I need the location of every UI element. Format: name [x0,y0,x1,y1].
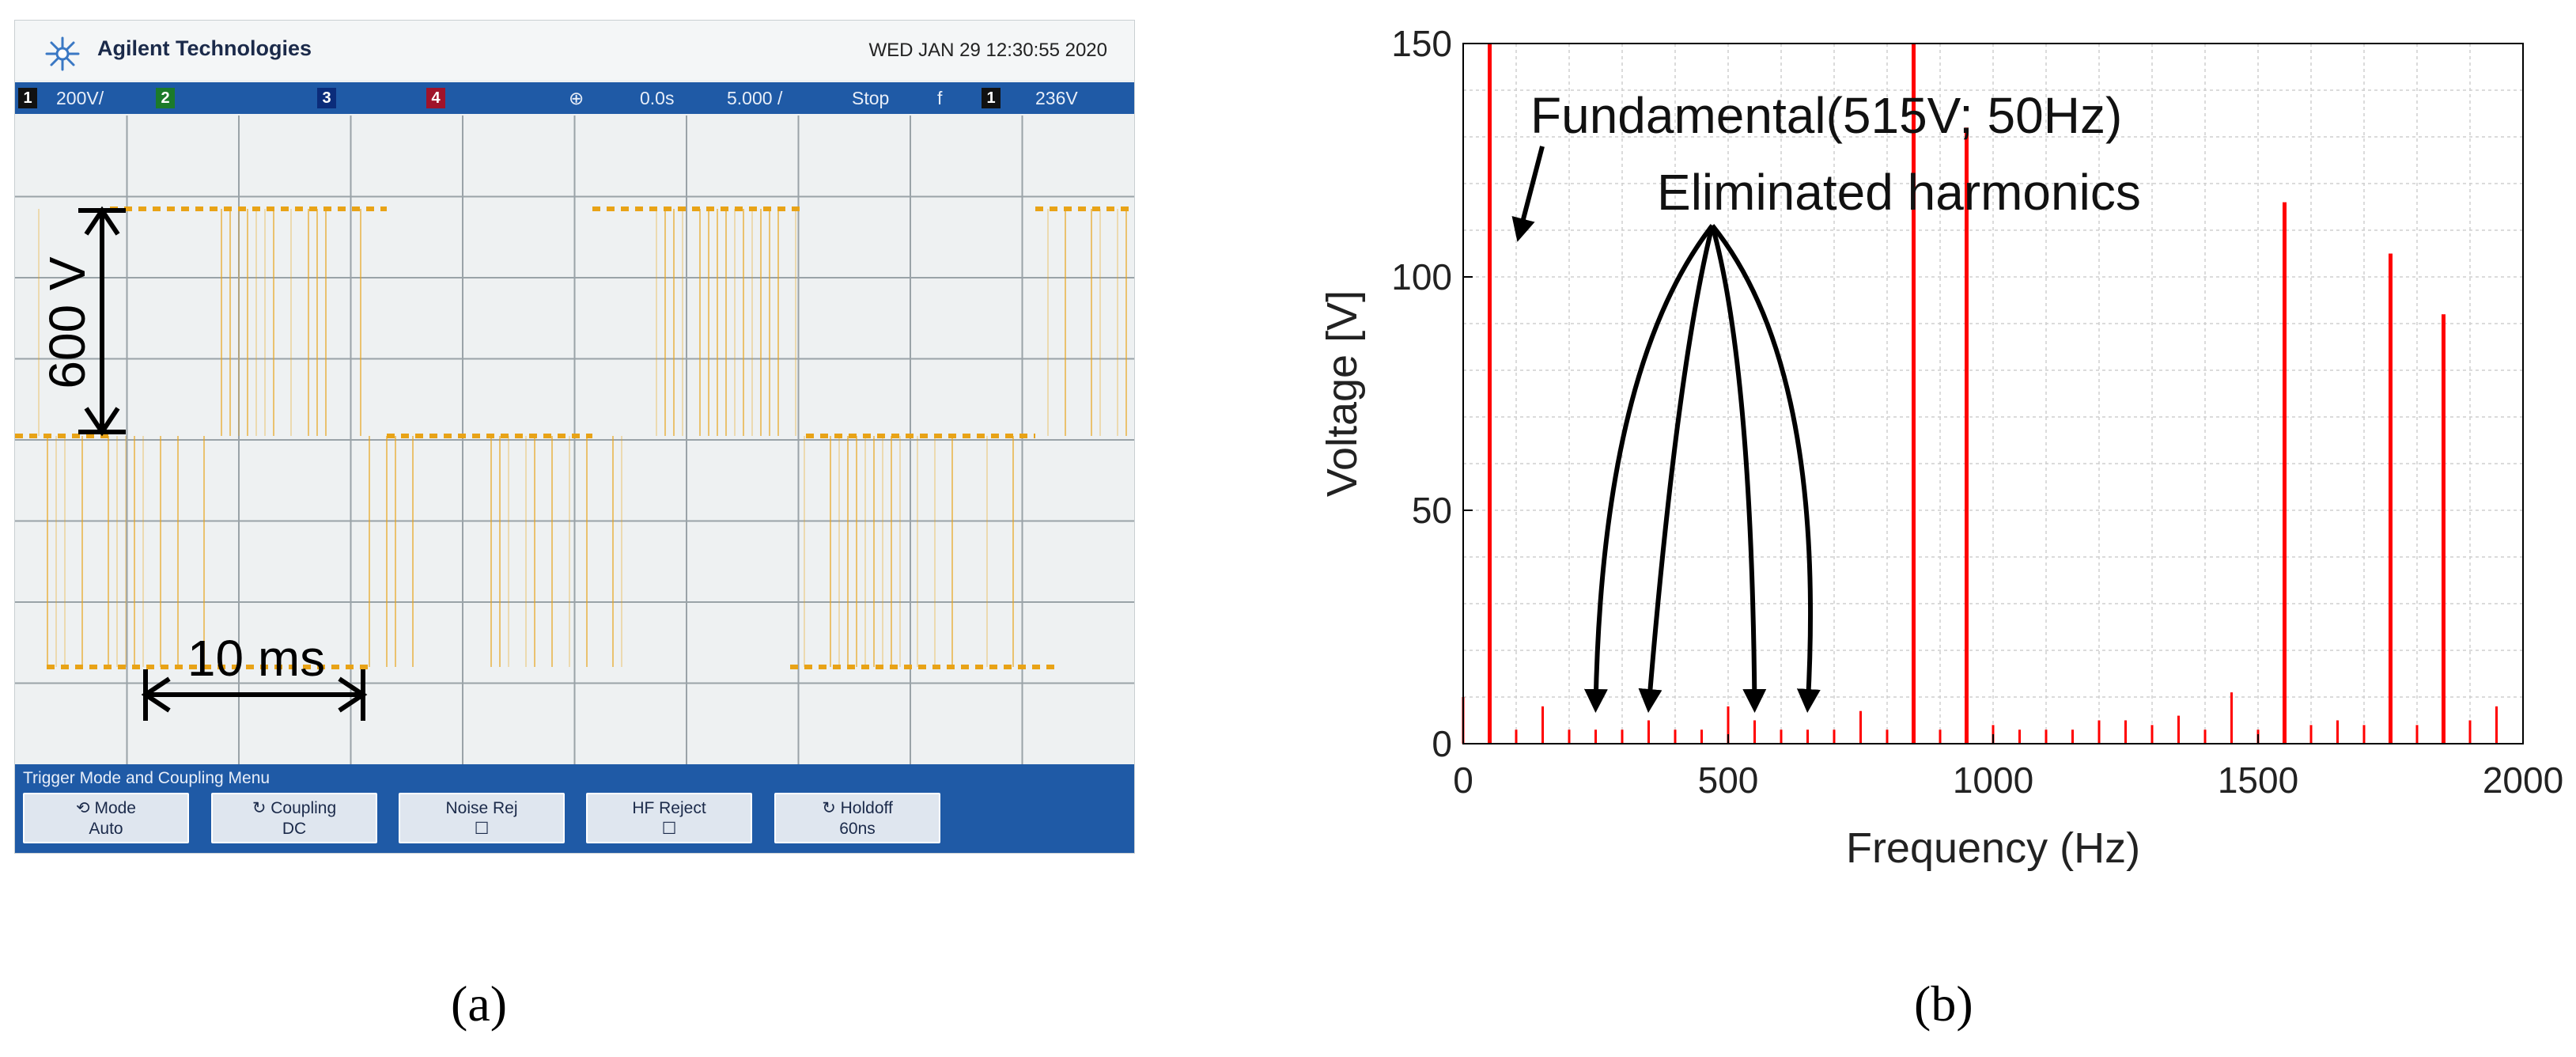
scope-header: Agilent Technologies WED JAN 29 12:30:55… [15,21,1134,80]
harmonic-spectrum-chart: 0 500 1000 1500 2000 0 50 100 150 Frequency (Hz)… [1318,23,2563,872]
delay-value: 0.0s [640,88,675,108]
channel-2-indicator[interactable]: 2 [156,88,175,108]
x-tick-label: 500 [1698,760,1759,801]
y-tick-label: 0 [1432,723,1452,764]
axis-ticks: 0 500 1000 1500 2000 0 50 100 150 [1391,23,2563,801]
eliminated-harmonic-arrow [1710,224,1821,713]
scope-datetime: WED JAN 29 12:30:55 2020 [868,40,1107,61]
scope-waveform-trace [15,206,1134,669]
channel-1-scale: 200V/ [56,88,104,108]
channel-4-indicator[interactable]: 4 [426,88,445,108]
mode-softkey[interactable]: ⟲ Mode Auto [23,793,189,843]
scope-annotations: 600 V 10 ms [39,206,368,721]
trigger-channel: 1 [982,88,1001,108]
x-tick-label: 1000 [1953,760,2033,801]
oscilloscope-screenshot: Agilent Technologies WED JAN 29 12:30:55… [14,20,1135,854]
mode-label: Mode [94,799,136,817]
hf-reject-checkbox: ☐ [661,820,677,838]
y-tick-label: 50 [1412,490,1452,531]
fundamental-annotation: Fundamental(515V; 50Hz) [1530,87,2122,144]
menu-title: Trigger Mode and Coupling Menu [23,769,270,787]
fundamental-arrow [1511,146,1545,242]
scope-waveform-display: 600 V 10 ms [15,116,1134,764]
x-tick-label: 0 [1453,760,1473,801]
x-tick-label: 2000 [2483,760,2563,801]
timebase-value: 5.000 / [727,88,783,108]
chart-grid [1462,43,2524,744]
y-tick-label: 150 [1391,23,1452,64]
eliminated-harmonic-arrow [1583,224,1715,713]
channel-1-indicator[interactable]: 1 [18,88,37,108]
rotate-icon: ↻ [252,799,271,817]
caption-b: (b) [1914,976,1973,1032]
hf-reject-softkey[interactable]: HF Reject ☐ [586,793,752,843]
x-tick-label: 1500 [2218,760,2298,801]
y-axis-label: Voltage [V] [1318,290,1366,497]
rotate-icon: ↻ [822,799,841,817]
chart-bars [1462,44,2498,744]
chart-annotations: Fundamental(515V; 50Hz) Eliminated harmon… [1511,87,2141,713]
hf-reject-label: HF Reject [632,799,706,817]
holdoff-value: 60ns [839,820,876,838]
run-state: Stop [852,88,890,108]
mode-value: Auto [89,820,123,838]
y-tick-label: 100 [1391,256,1452,297]
coupling-label: Coupling [270,799,337,817]
trigger-slope: f [937,88,943,108]
holdoff-label: Holdoff [840,799,893,817]
period-label: 10 ms [187,630,325,687]
noise-reject-softkey[interactable]: Noise Rej ☐ [399,793,565,843]
coupling-softkey[interactable]: ↻ Coupling DC [211,793,377,843]
mode-icon: ⟲ [76,799,95,817]
eliminated-harmonic-arrow [1638,225,1715,713]
agilent-logo-icon [45,36,80,71]
trigger-position-icon: ⊕ [569,88,584,108]
trigger-menu-bar: Trigger Mode and Coupling Menu ⟲ Mode Au… [15,764,1134,853]
channel-3-indicator[interactable]: 3 [317,88,336,108]
trigger-level: 236V [1035,88,1078,108]
scope-status-bar: 1 200V/ 2 3 4 ⊕ 0.0s 5.000 / Stop f 1 23… [15,82,1134,114]
caption-a: (a) [451,976,508,1032]
noise-reject-label: Noise Rej [445,799,518,817]
coupling-value: DC [282,820,307,838]
holdoff-softkey[interactable]: ↻ Holdoff 60ns [774,793,940,843]
period-arrowheads [141,676,368,713]
x-axis-label: Frequency (Hz) [1846,824,2140,872]
amplitude-label: 600 V [39,256,96,389]
eliminated-harmonic-arrow [1710,225,1767,713]
brand-name: Agilent Technologies [97,36,312,60]
noise-reject-checkbox: ☐ [474,820,490,838]
amplitude-arrowheads [84,206,120,437]
eliminated-harmonics-annotation: Eliminated harmonics [1657,164,2141,221]
